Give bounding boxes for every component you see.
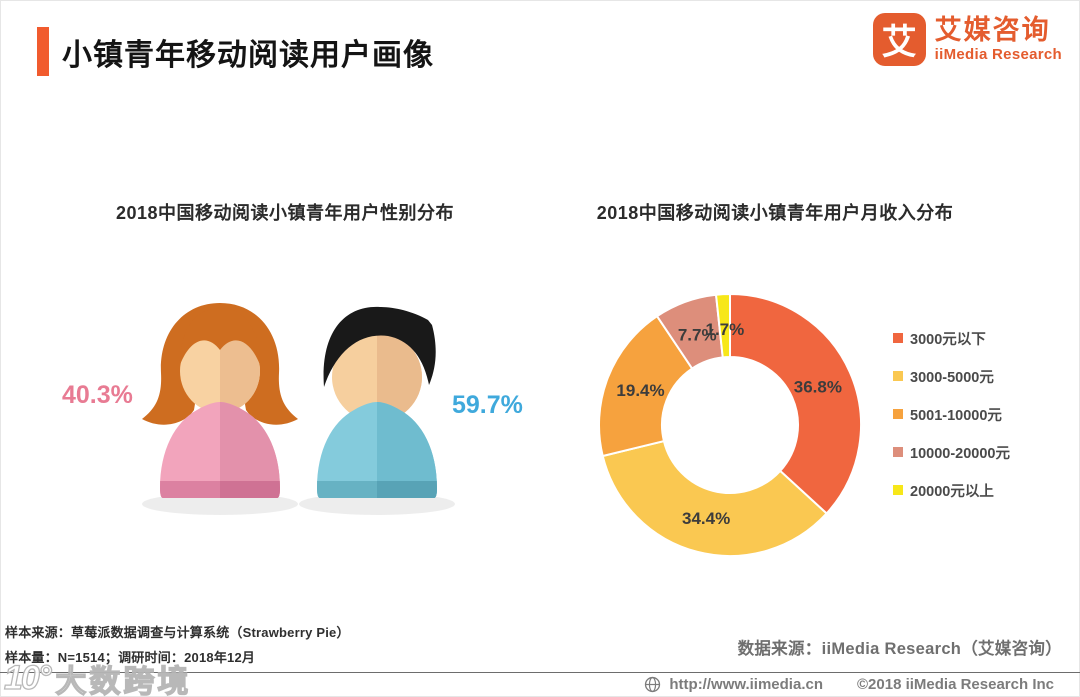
donut-slice <box>714 292 731 359</box>
footer-copyright: ©2018 iiMedia Research Inc <box>857 676 1054 693</box>
donut-slice <box>601 439 829 557</box>
watermark: 10° 大数跨境 <box>3 656 192 697</box>
legend-item: 3000元以下 <box>893 319 1010 357</box>
legend-swatch <box>893 485 903 495</box>
donut-slice-label: 7.7% <box>678 326 717 345</box>
iimedia-logo: 艾 艾媒咨询 iiMedia Research <box>872 13 1062 66</box>
donut-slice <box>729 292 862 515</box>
donut-slice-label: 36.8% <box>794 377 842 396</box>
iimedia-logo-icon: 艾 <box>872 13 926 66</box>
donut-slice-label: 34.4% <box>682 509 730 528</box>
legend-item: 5001-10000元 <box>893 395 1010 433</box>
legend-swatch <box>893 447 903 457</box>
sample-size-note: 样本量：N=1514；调研时间：2018年12月 <box>5 650 256 665</box>
income-donut-chart: 36.8% 34.4% 19.4% 7.7% 1.7% <box>585 280 875 570</box>
legend-label: 20000元以上 <box>910 483 994 500</box>
footer: http://www.iimedia.cn ©2018 iiMedia Rese… <box>644 676 1054 693</box>
legend-swatch <box>893 409 903 419</box>
female-percent: 40.3% <box>62 381 133 409</box>
legend-label: 5001-10000元 <box>910 407 1002 424</box>
male-person-icon <box>299 306 455 515</box>
legend-item: 10000-20000元 <box>893 433 1010 471</box>
income-chart-title: 2018中国移动阅读小镇青年用户月收入分布 <box>596 203 954 223</box>
male-hair <box>323 306 436 387</box>
gender-chart-title: 2018中国移动阅读小镇青年用户性别分布 <box>115 203 455 223</box>
legend-label: 3000元以下 <box>910 331 986 348</box>
footer-divider <box>0 672 1080 673</box>
donut-slice-label: 1.7% <box>706 320 745 339</box>
donut-svg: 36.8% 34.4% 19.4% 7.7%1.7% <box>598 292 862 557</box>
logo-name-en: iiMedia Research <box>934 46 1062 64</box>
sample-source-note: 样本来源：草莓派数据调查与计算系统（Strawberry Pie） <box>5 625 350 640</box>
legend-item: 20000元以上 <box>893 471 1010 509</box>
female-person-icon <box>142 303 298 515</box>
income-legend: 3000元以下 3000-5000元 5001-10000元 10000-20000元… <box>893 319 1010 509</box>
donut-slice-label: 19.4% <box>616 381 664 400</box>
legend-label: 3000-5000元 <box>910 369 994 386</box>
legend-label: 10000-20000元 <box>910 445 1010 462</box>
watermark-text: 大数跨境 <box>55 663 192 697</box>
legend-item: 3000-5000元 <box>893 357 1010 395</box>
title-accent-bar <box>37 27 49 76</box>
male-percent: 59.7% <box>452 391 523 419</box>
legend-swatch <box>893 371 903 381</box>
footer-url[interactable]: http://www.iimedia.cn <box>669 676 823 693</box>
globe-icon <box>645 676 661 693</box>
watermark-logo: 10° <box>3 658 52 697</box>
legend-swatch <box>893 333 903 343</box>
logo-name-cn: 艾媒咨询 <box>934 14 1051 45</box>
page-title: 小镇青年移动阅读用户画像 <box>62 39 434 72</box>
data-source-note: 数据来源：iiMedia Research（艾媒咨询） <box>737 640 1062 658</box>
